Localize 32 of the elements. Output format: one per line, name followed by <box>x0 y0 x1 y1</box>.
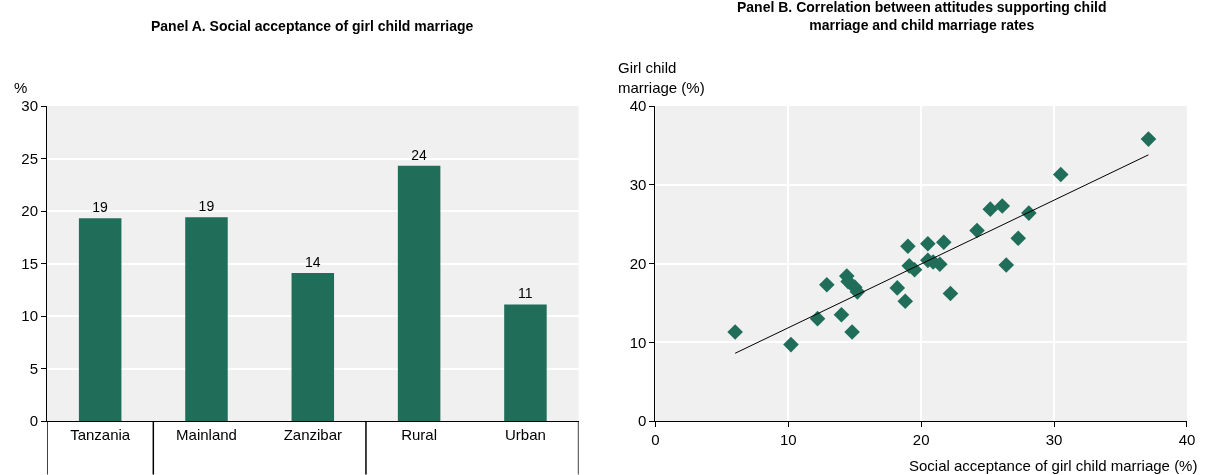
y-tick-label: 10 <box>21 307 38 325</box>
data-label: 19 <box>92 199 109 216</box>
x-tick-label: Mainland <box>176 426 237 443</box>
y-tick-label: 5 <box>29 359 38 377</box>
y-tick-label: 40 <box>629 97 647 115</box>
y-tick-label: 0 <box>29 412 38 430</box>
data-label: 11 <box>518 285 533 302</box>
y-axis-title: % <box>14 79 28 96</box>
x-tick-label: Zanzibar <box>283 426 342 443</box>
x-tick-label: 10 <box>779 431 797 448</box>
data-label: 24 <box>411 146 428 163</box>
y-tick-label: 20 <box>629 254 647 272</box>
data-label: 14 <box>304 253 321 270</box>
x-tick-label: 0 <box>651 431 660 448</box>
chart-title: Panel A. Social acceptance of girl child marriage <box>151 18 474 34</box>
chart-title: Panel B. Correlation between attitudes supporting child marriage and child marriage rates <box>737 0 1107 34</box>
x-tick-label: 40 <box>1178 431 1196 448</box>
x-axis-title: Social acceptance of girl child marriage (%) <box>909 457 1198 474</box>
y-tick-label: 30 <box>21 97 38 115</box>
x-tick-label: 20 <box>912 431 930 448</box>
y-axis-title: Girl child marriage (%) <box>618 59 705 96</box>
y-tick-label: 25 <box>21 149 38 167</box>
x-tick-label: Rural <box>401 426 438 443</box>
y-tick-label: 10 <box>629 333 647 351</box>
x-tick-label: Tanzania <box>70 426 131 443</box>
x-tick-label: Urban <box>505 426 546 443</box>
data-label: 19 <box>198 198 215 215</box>
y-tick-label: 20 <box>21 202 38 220</box>
y-tick-label: 15 <box>21 254 38 272</box>
y-tick-label: 0 <box>638 412 647 430</box>
x-tick-label: 30 <box>1045 431 1063 448</box>
y-tick-label: 30 <box>629 176 647 193</box>
